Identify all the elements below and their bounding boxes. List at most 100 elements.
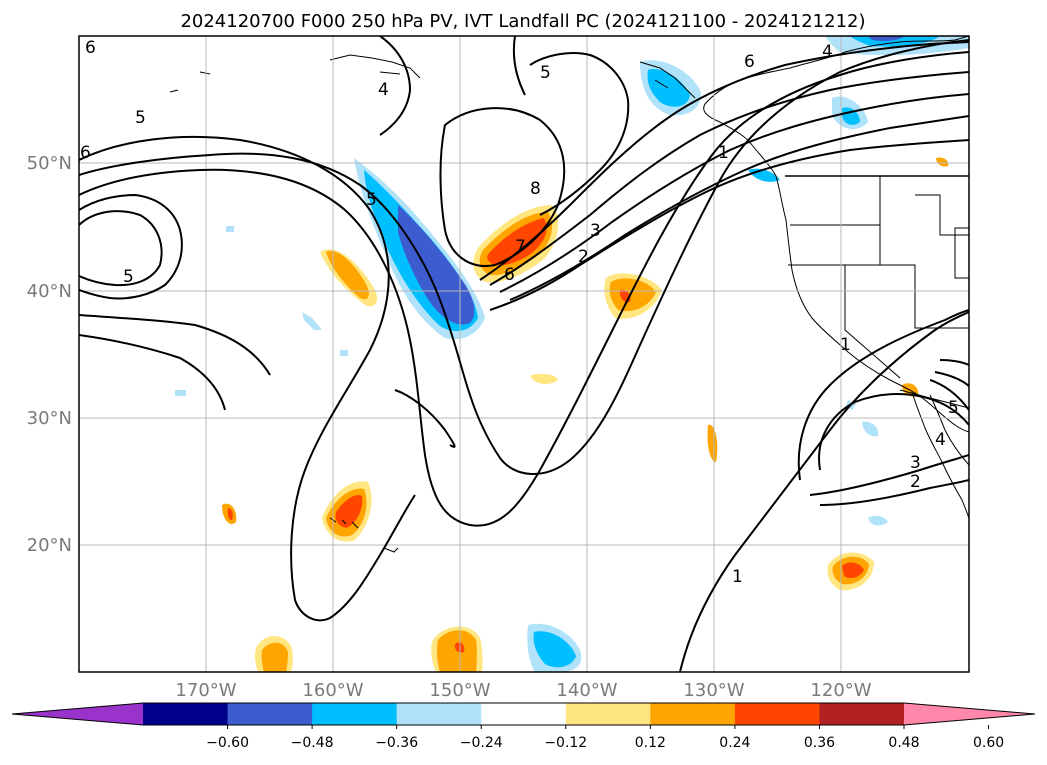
negative-anomaly-small-3 [340, 350, 348, 356]
contour-label: 5 [948, 398, 959, 418]
lat-label: 40°N [27, 281, 72, 302]
colorbar-tick-label: −0.60 [206, 735, 249, 751]
contour-label: 3 [590, 221, 601, 241]
contour-1-south [79, 51, 969, 527]
contour-label: 2 [578, 247, 589, 267]
negative-anomaly-south-mid [533, 631, 576, 668]
contour-south-2 [797, 309, 969, 481]
contour-label: 4 [378, 80, 389, 100]
positive-anomaly-south-east-core [842, 562, 864, 578]
negative-anomaly-top-core [868, 36, 905, 41]
anomaly-fields [175, 36, 969, 672]
contour-south-2b [929, 359, 969, 411]
colorbar-tick-label: −0.36 [375, 735, 418, 751]
contour-east-parallel-1 [479, 41, 969, 281]
contour-west-loop-1 [79, 193, 183, 300]
contour-label: 6 [504, 265, 515, 285]
contour-label: 5 [540, 63, 551, 83]
contour-label: 5 [123, 267, 134, 287]
pv-contours [79, 36, 969, 672]
lon-label: 120°W [810, 680, 871, 701]
contour-central-5 [529, 52, 630, 216]
colorbar-extend-high [904, 703, 1035, 725]
colorbar-outline [11, 702, 1036, 726]
colorbar-tick-label: 0.60 [973, 735, 1004, 751]
negative-anomaly-small-4 [175, 390, 186, 396]
colorbar-tick-label: −0.12 [544, 735, 587, 751]
positive-anomaly-small-mid-outer [530, 373, 558, 385]
lat-label: 20°N [27, 535, 72, 556]
colorbar-tick-label: −0.24 [460, 735, 503, 751]
colorbar-tick-label: −0.48 [291, 735, 334, 751]
figure-title: 2024120700 F000 250 hPa PV, IVT Landfall… [180, 11, 865, 32]
lon-label: 130°W [683, 680, 744, 701]
longitude-labels: 170°W 160°W 150°W 140°W 130°W 120°W [175, 680, 871, 701]
contour-south-4 [819, 479, 969, 506]
north-america-coastline [703, 36, 969, 433]
contour-label: 6 [744, 52, 755, 72]
positive-anomaly-south-mid-1 [261, 642, 288, 672]
contour-west-loop-2 [79, 210, 163, 287]
colorbar-tick-label: 0.24 [719, 735, 750, 751]
colorbar-segment [227, 703, 313, 725]
map-frame [78, 35, 970, 673]
positive-anomaly-small-mid [707, 424, 718, 462]
colorbar-tick-label: 0.36 [804, 735, 835, 751]
negative-anomaly-small-2 [226, 226, 234, 232]
contour-east-parallel-3 [499, 93, 969, 293]
contour-labels: 6 5 5 6 4 5 8 7 6 5 3 2 1 4 6 1 5 4 3 2 … [80, 38, 959, 587]
contour-label: 6 [80, 143, 91, 163]
positive-anomaly-east-mid [609, 278, 656, 312]
colorbar-extend-low [12, 703, 143, 725]
lat-label: 50°N [27, 153, 72, 174]
map-area: 6 5 5 6 4 5 8 7 6 5 3 2 1 4 6 1 5 4 3 2 … [79, 36, 969, 672]
colorbar-segment [650, 703, 736, 725]
colorbar-segment [734, 703, 820, 725]
colorbar-segment [143, 703, 229, 725]
contour-label: 1 [718, 143, 729, 163]
contour-label: 5 [135, 108, 146, 128]
colorbar-segment [819, 703, 905, 725]
contour-label: 1 [840, 335, 851, 355]
contour-east-parallel-2 [489, 71, 969, 286]
contour-label: 4 [935, 430, 946, 450]
positive-anomaly-west-mid [326, 250, 369, 300]
colorbar-tick-label: 0.48 [888, 735, 919, 751]
positive-anomaly-south-mid-2 [436, 630, 477, 672]
contour-label: 6 [85, 38, 96, 58]
lat-label: 30°N [27, 408, 72, 429]
contour-label: 5 [366, 190, 377, 210]
negative-anomaly-small-1 [302, 312, 322, 330]
lon-label: 160°W [302, 680, 363, 701]
colorbar: −0.60 −0.48 −0.36 −0.24 −0.12 0.12 0.24 0.36 0.4… [11, 702, 1036, 751]
colorbar-segment [481, 703, 567, 725]
gridlines [79, 36, 969, 672]
contour-west-outer [79, 135, 416, 622]
alaska-islands [169, 54, 696, 99]
contour-label: 8 [530, 179, 541, 199]
negative-anomaly-small-5 [868, 515, 888, 526]
negative-anomaly-baja [862, 421, 879, 437]
colorbar-segment [565, 703, 651, 725]
contour-label: 1 [732, 567, 743, 587]
positive-anomaly-small-west-core [227, 508, 233, 520]
positive-anomaly-hawaii-core [335, 494, 363, 528]
positive-anomaly-bc [936, 157, 949, 167]
colorbar-tick-label: 0.12 [635, 735, 666, 751]
contour-north [379, 36, 526, 136]
us-state-borders [788, 176, 969, 379]
contour-central-inner [394, 389, 456, 448]
contour-label: 7 [515, 237, 526, 257]
colorbar-segment [312, 703, 398, 725]
contour-south-3 [809, 454, 969, 496]
contour-west-large [79, 314, 271, 411]
colorbar-segment [396, 703, 482, 725]
negative-anomaly-central-core [398, 205, 475, 325]
contour-south-loop [818, 393, 969, 471]
baja-inner-coast [929, 394, 969, 466]
latitude-labels: 50°N 40°N 30°N 20°N [27, 153, 72, 556]
negative-anomaly-north-mid [647, 69, 690, 107]
contour-east-parallel-4 [509, 115, 969, 301]
contour-label: 3 [910, 453, 921, 473]
